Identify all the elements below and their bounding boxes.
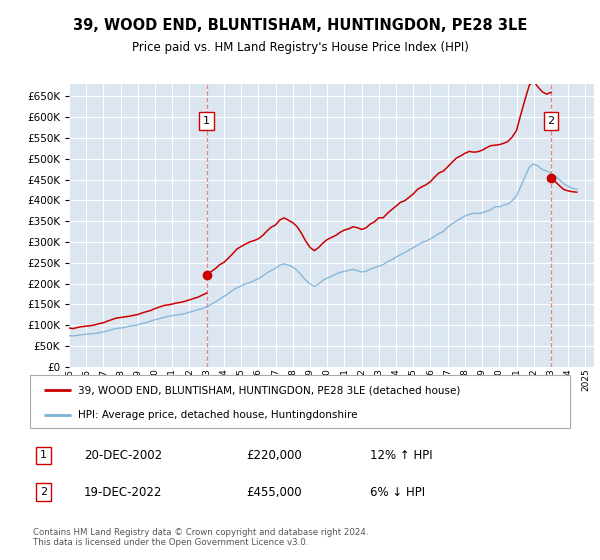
Text: £220,000: £220,000 [246,449,302,462]
Text: 12% ↑ HPI: 12% ↑ HPI [370,449,433,462]
Text: 39, WOOD END, BLUNTISHAM, HUNTINGDON, PE28 3LE: 39, WOOD END, BLUNTISHAM, HUNTINGDON, PE… [73,18,527,32]
Text: Price paid vs. HM Land Registry's House Price Index (HPI): Price paid vs. HM Land Registry's House … [131,40,469,54]
Text: HPI: Average price, detached house, Huntingdonshire: HPI: Average price, detached house, Hunt… [77,410,357,420]
Text: 2: 2 [40,487,47,497]
Text: 19-DEC-2022: 19-DEC-2022 [84,486,163,498]
Text: 39, WOOD END, BLUNTISHAM, HUNTINGDON, PE28 3LE (detached house): 39, WOOD END, BLUNTISHAM, HUNTINGDON, PE… [77,385,460,395]
Text: £455,000: £455,000 [246,486,302,498]
Text: 2: 2 [547,116,554,126]
Text: 1: 1 [203,116,210,126]
Text: Contains HM Land Registry data © Crown copyright and database right 2024.
This d: Contains HM Land Registry data © Crown c… [33,528,368,547]
FancyBboxPatch shape [30,375,570,428]
Text: 1: 1 [40,450,47,460]
Text: 20-DEC-2002: 20-DEC-2002 [84,449,162,462]
Text: 6% ↓ HPI: 6% ↓ HPI [370,486,425,498]
